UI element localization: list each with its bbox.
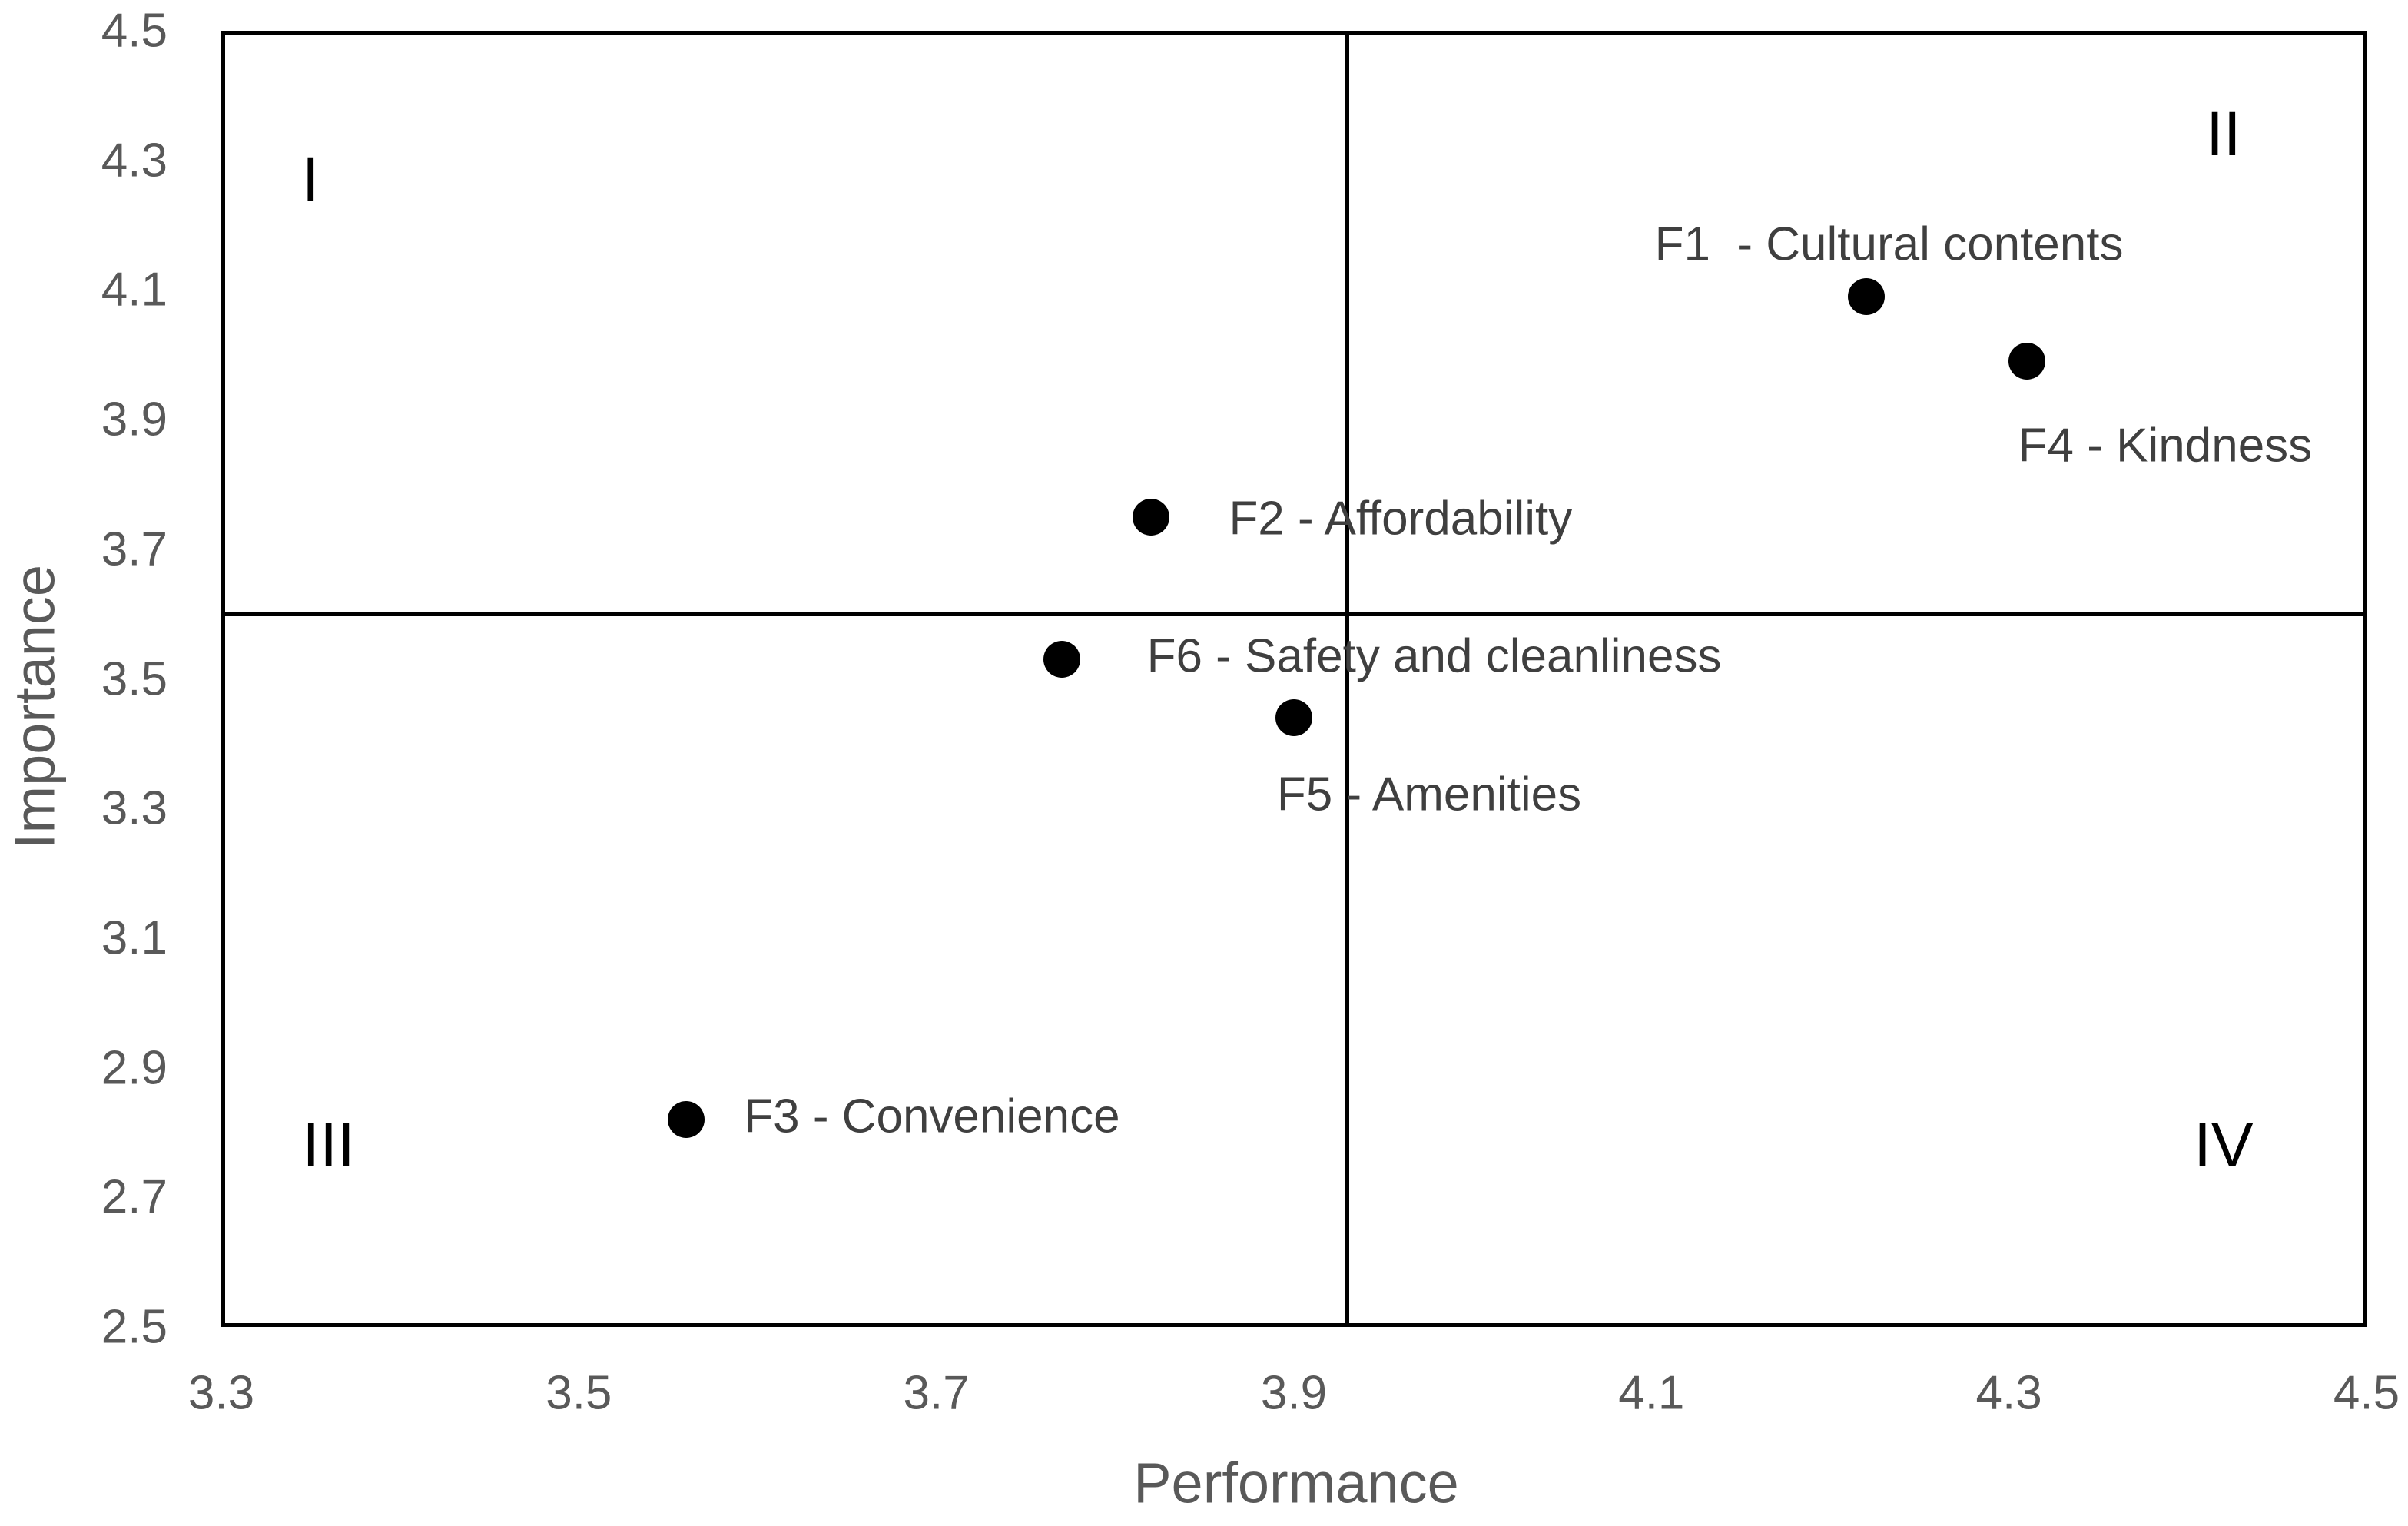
y-tick-3.1: 3.1 [101,911,167,965]
quadrant-label-IV: IV [2194,1110,2254,1180]
x-tick-3.7: 3.7 [903,1366,970,1420]
x-axis-title: Performance [1133,1451,1459,1515]
quadrant-label-I: I [301,144,320,214]
y-tick-3.3: 3.3 [101,781,167,835]
x-tick-4.3: 4.3 [1975,1366,2042,1420]
data-label-F4: F4 - Kindness [2018,419,2313,473]
quadrant-divider-vertical [1345,31,1350,1327]
x-tick-3.3: 3.3 [187,1366,255,1420]
y-tick-3.5: 3.5 [101,652,167,705]
point-F5 [1275,699,1312,737]
data-label-F5: F5 - Amenities [1276,768,1582,821]
y-tick-2.7: 2.7 [101,1170,167,1224]
y-axis-title: Importance [2,564,67,850]
y-tick-2.9: 2.9 [101,1041,167,1095]
y-tick-3.9: 3.9 [101,393,167,446]
y-tick-4.1: 4.1 [101,263,167,317]
point-F6 [1043,641,1080,678]
point-F2 [1132,498,1169,536]
y-tick-4.3: 4.3 [101,134,167,187]
y-tick-2.5: 2.5 [101,1300,167,1354]
x-tick-4.5: 4.5 [2333,1366,2400,1420]
data-label-F6: F6 - Safety and cleanliness [1146,629,1722,683]
y-tick-3.7: 3.7 [101,522,167,576]
data-label-F1: F1 - Cultural contents [1654,217,2124,271]
point-F3 [667,1101,705,1139]
point-F1 [1847,277,1885,315]
x-tick-4.1: 4.1 [1618,1366,1685,1420]
plot-area [221,31,2367,1327]
x-tick-3.9: 3.9 [1260,1366,1328,1420]
quadrant-label-III: III [302,1110,355,1180]
point-F4 [2008,343,2045,380]
x-tick-3.5: 3.5 [546,1366,612,1420]
quadrant-divider-horizontal [221,612,2367,616]
quadrant-label-II: II [2206,98,2241,169]
data-label-F3: F3 - Convenience [744,1090,1120,1143]
y-axis-tick-labels: 2.5 2.7 2.9 3.1 3.3 3.5 3.7 3.9 4.1 4.3 4.5 [0,0,167,1526]
y-tick-4.5: 4.5 [101,4,167,58]
data-label-F2: F2 - Affordability [1229,492,1573,546]
